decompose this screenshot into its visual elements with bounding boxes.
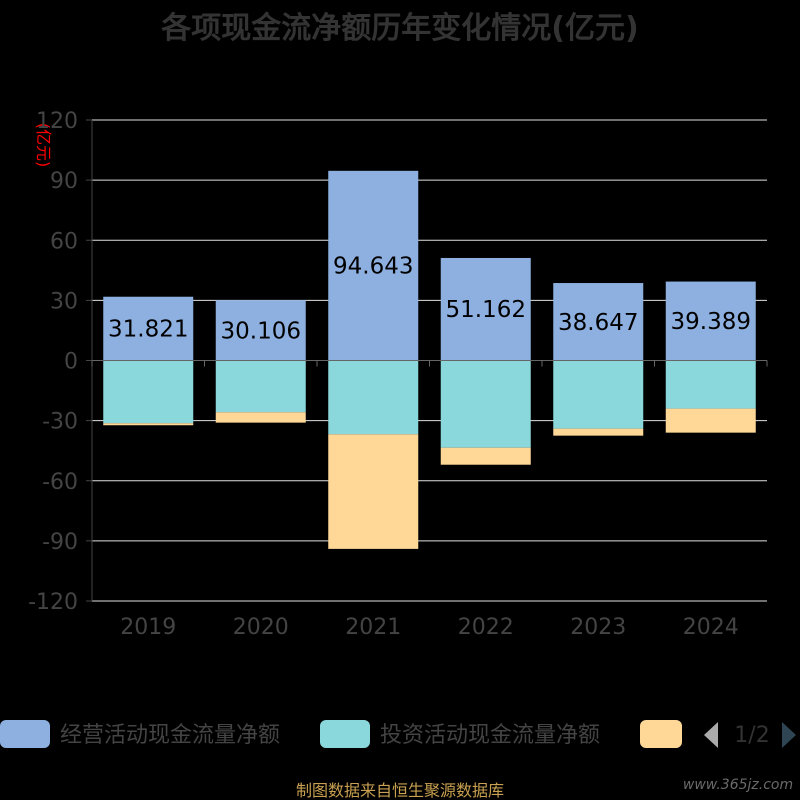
bar-series-2-2024[interactable] [665, 408, 756, 433]
x-tick-label: 2021 [345, 615, 401, 640]
legend-swatch-1[interactable] [320, 720, 370, 748]
y-tick-label: 90 [50, 169, 78, 194]
y-tick-label: 60 [50, 229, 78, 254]
bar-series-1-2021[interactable] [328, 360, 419, 435]
bar-series-0-2022[interactable] [440, 257, 531, 361]
legend-swatch-2[interactable] [640, 720, 682, 748]
bar-series-2-2022[interactable] [440, 447, 531, 465]
bar-series-1-2020[interactable] [215, 360, 306, 413]
bar-series-2-2020[interactable] [215, 412, 306, 423]
data-label-2024: 39.389 [671, 309, 751, 335]
data-label-2023: 38.647 [558, 310, 638, 336]
data-label-2019: 31.821 [108, 317, 188, 343]
bars-layer [103, 170, 756, 549]
y-tick-label: -120 [28, 590, 78, 615]
y-unit-label: (亿元) [34, 123, 53, 168]
y-tick-label: -30 [42, 410, 78, 435]
legend-label-1[interactable]: 投资活动现金流量净额 [380, 723, 600, 748]
legend-swatch-0[interactable] [0, 720, 50, 748]
bar-series-1-2024[interactable] [665, 360, 756, 409]
x-tick-label: 2020 [233, 615, 289, 640]
data-label-2020: 30.106 [221, 318, 301, 344]
axis-layer: 120 90 60 30 0 -30 -60 -90 -120 2019 2020 2021 2022 2… [28, 109, 768, 640]
y-tick-label: 120 [36, 109, 78, 134]
bar-series-0-2023[interactable] [553, 283, 644, 361]
legend-prev-icon[interactable] [704, 722, 718, 748]
bar-series-2-2023[interactable] [553, 428, 644, 436]
legend-label-0[interactable]: 经营活动现金流量净额 [60, 723, 280, 748]
bar-series-0-2024[interactable] [665, 281, 756, 361]
bar-series-1-2019[interactable] [103, 360, 194, 424]
x-tick-label: 2022 [458, 615, 514, 640]
legend-page-indicator: 1/2 [734, 723, 769, 748]
data-label-2021: 94.643 [333, 254, 413, 280]
y-tick-label: 30 [50, 289, 78, 314]
x-tick-label: 2019 [120, 615, 176, 640]
legend-next-icon[interactable] [782, 722, 796, 748]
bar-series-1-2023[interactable] [553, 360, 644, 429]
bar-series-0-2021[interactable] [328, 170, 419, 361]
x-tick-label: 2023 [570, 615, 626, 640]
x-tick-label: 2024 [683, 615, 739, 640]
y-tick-label: -60 [42, 470, 78, 495]
chart-title: 各项现金流净额历年变化情况(亿元) [160, 11, 638, 46]
data-labels-layer: 31.821 30.106 94.643 51.162 38.647 39.389 [108, 254, 751, 345]
legend: 经营活动现金流量净额 投资活动现金流量净额 1/2 [0, 720, 796, 748]
y-tick-label: -90 [42, 530, 78, 555]
y-tick-label: 0 [64, 350, 78, 375]
bar-series-0-2020[interactable] [215, 300, 306, 361]
bar-series-1-2022[interactable] [440, 360, 531, 448]
data-label-2022: 51.162 [446, 297, 526, 323]
watermark: www.365jz.com [683, 777, 793, 793]
bar-series-2-2021[interactable] [328, 434, 419, 549]
source-note: 制图数据来自恒生聚源数据库 [296, 781, 504, 800]
bar-series-2-2019[interactable] [103, 423, 194, 426]
bar-series-0-2019[interactable] [103, 296, 194, 361]
